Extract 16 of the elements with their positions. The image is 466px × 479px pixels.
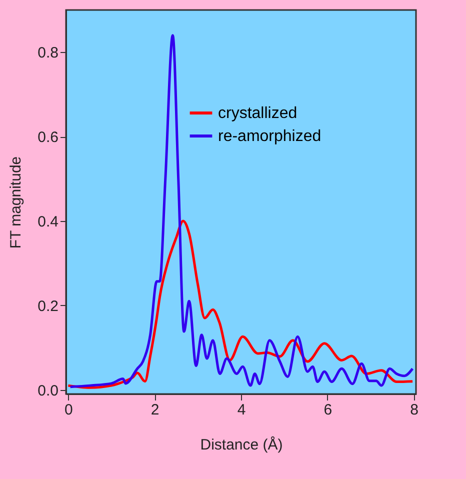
line-series xyxy=(69,34,414,388)
x-axis-title: Distance (Å) xyxy=(200,436,283,454)
legend-label: re-amorphized xyxy=(218,128,322,145)
legend-label: crystallized xyxy=(218,105,298,122)
y-tick-label: 0.6 xyxy=(38,129,58,146)
y-tick-label: 0.8 xyxy=(38,44,58,62)
y-tick-label: 0.0 xyxy=(38,382,58,400)
y-axis-title: FT magnitude xyxy=(8,156,25,249)
x-tick-label: 2 xyxy=(150,402,160,418)
line-series xyxy=(66,220,414,389)
x-tick-label: 0 xyxy=(64,402,73,418)
x-tick-label: 8 xyxy=(410,402,419,418)
x-tick-label: 6 xyxy=(324,402,332,418)
y-tick-label: 0.2 xyxy=(38,298,58,315)
x-tick-label: 4 xyxy=(237,402,246,418)
y-tick-label: 0.4 xyxy=(38,213,58,230)
